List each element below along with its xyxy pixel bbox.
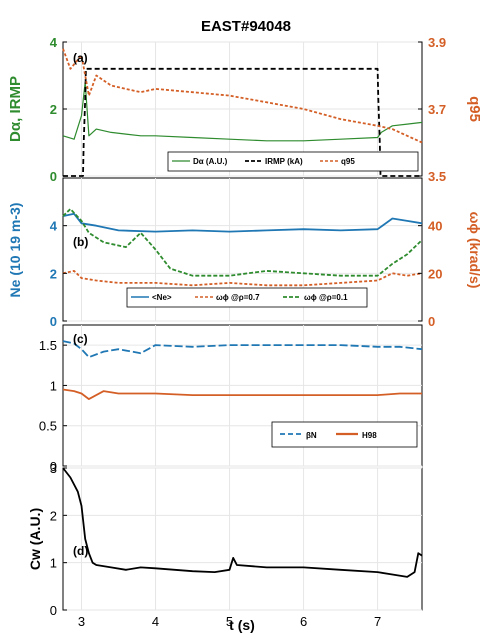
panel-a-ylabel-right: q95 xyxy=(466,96,483,122)
tick-label-y: 4 xyxy=(50,219,58,234)
tick-label-y: 2 xyxy=(50,266,57,281)
panel-b-legend-box xyxy=(126,287,368,308)
figure-title: EAST#94048 xyxy=(201,18,291,35)
tick-label-x: 6 xyxy=(300,614,307,629)
panel-a-legend: Dα (A.U.) IRMP (kA) q95 xyxy=(167,151,419,172)
panel-b: (b) 0 2 4 0 20 40 Ne (10 19 m-3) ωϕ (krad/s)… xyxy=(7,177,483,329)
panel-b-legend: <Ne> ωϕ @ρ=0.7 ωϕ @ρ=0.1 xyxy=(126,287,368,308)
panel-d-x-ticks: 3 4 5 6 7 xyxy=(78,614,381,629)
series-line-panel-c-0 xyxy=(62,340,423,359)
panel-b-ylabel-right: ωϕ (krad/s) xyxy=(467,212,483,289)
tick-label-y: 1 xyxy=(50,556,57,571)
panel-b-right-ticks: 0 20 40 xyxy=(418,219,442,329)
legend-omega01: ωϕ @ρ=0.1 xyxy=(304,293,348,302)
panel-b-grid xyxy=(63,178,422,322)
tick-label-y-right: 40 xyxy=(428,219,442,234)
tick-label-y: 0 xyxy=(50,459,57,474)
panel-a-right-ticks: 3.5 3.7 3.9 xyxy=(418,35,446,184)
series-line-panel-c-1 xyxy=(62,388,422,401)
tick-label-y-right: 20 xyxy=(428,266,442,281)
panel-c-tag: (c) xyxy=(73,332,88,346)
series-line-panel-a-2 xyxy=(62,48,423,144)
tick-label-y-right: 3.7 xyxy=(428,102,446,117)
panel-d-lines xyxy=(62,467,423,578)
tick-label-y-right: 3.5 xyxy=(428,169,446,184)
tick-label-y: 0.5 xyxy=(39,419,57,434)
tick-label-y: 0 xyxy=(50,169,57,184)
legend-ne: <Ne> xyxy=(152,293,172,302)
panel-d-tag: (d) xyxy=(73,544,88,558)
tick-label-x: 4 xyxy=(152,614,159,629)
panel-b-ylabel-left: Ne (10 19 m-3) xyxy=(7,203,23,298)
x-axis-label: t (s) xyxy=(229,617,255,633)
panel-b-lines xyxy=(62,208,423,287)
tick-label-y-right: 3.9 xyxy=(428,35,446,50)
series-line-panel-a-1 xyxy=(63,67,422,177)
legend-dalpha: Dα (A.U.) xyxy=(193,157,228,166)
series-line-panel-d-0 xyxy=(62,467,423,578)
panel-b-tag: (b) xyxy=(73,235,88,249)
panel-d-left-ticks: 0 1 2 3 xyxy=(50,461,67,618)
legend-irmp: IRMP (kA) xyxy=(265,157,303,166)
panel-c-legend: βN H98 xyxy=(271,421,418,448)
tick-label-y: 0 xyxy=(50,603,57,618)
legend-q95: q95 xyxy=(341,157,355,166)
panel-d-ylabel: Cw (A.U.) xyxy=(27,508,43,570)
panel-a-left-ticks: 0 2 4 xyxy=(50,35,67,184)
tick-label-y: 2 xyxy=(50,508,57,523)
tick-label-y: 1 xyxy=(50,378,57,393)
tick-label-y: 0 xyxy=(50,314,57,329)
tick-label-x: 3 xyxy=(78,614,85,629)
panel-c-lines xyxy=(62,340,423,401)
panel-d-grid xyxy=(63,467,422,611)
panel-d: (d) 0 1 2 3 3 4 5 6 7 Cw (A.U.) xyxy=(27,461,423,629)
panel-a-tag: (a) xyxy=(73,51,88,65)
tick-label-y: 1.5 xyxy=(39,338,57,353)
tick-label-y: 4 xyxy=(50,35,58,50)
legend-betan: βN xyxy=(306,431,317,440)
panel-a-legend-box xyxy=(167,151,419,172)
panel-b-left-ticks: 0 2 4 xyxy=(50,219,67,329)
panel-a: (a) 0 2 4 3.5 3.7 3.9 Dα, IRMP q95 Dα (A.U.)… xyxy=(7,35,483,184)
series-line-panel-b-2 xyxy=(62,208,423,277)
legend-omega07: ωϕ @ρ=0.7 xyxy=(216,293,260,302)
panel-a-grid xyxy=(63,41,422,177)
tick-label-x: 7 xyxy=(374,614,381,629)
series-line-panel-b-1 xyxy=(62,269,423,287)
legend-h98: H98 xyxy=(362,431,377,440)
panel-a-lines xyxy=(62,48,423,177)
tick-label-y: 3 xyxy=(50,461,57,476)
tick-label-x: 5 xyxy=(226,614,233,629)
tick-label-y-right: 0 xyxy=(428,314,435,329)
tick-label-y: 2 xyxy=(50,102,57,117)
panel-a-ylabel-left: Dα, IRMP xyxy=(7,76,24,142)
panel-d-frame xyxy=(62,467,423,611)
panel-c-left-ticks: 0 0.5 1 1.5 xyxy=(39,338,67,474)
panel-c: (c) 0 0.5 1 1.5 βN H98 xyxy=(39,324,423,474)
series-line-panel-b-0 xyxy=(62,212,423,233)
